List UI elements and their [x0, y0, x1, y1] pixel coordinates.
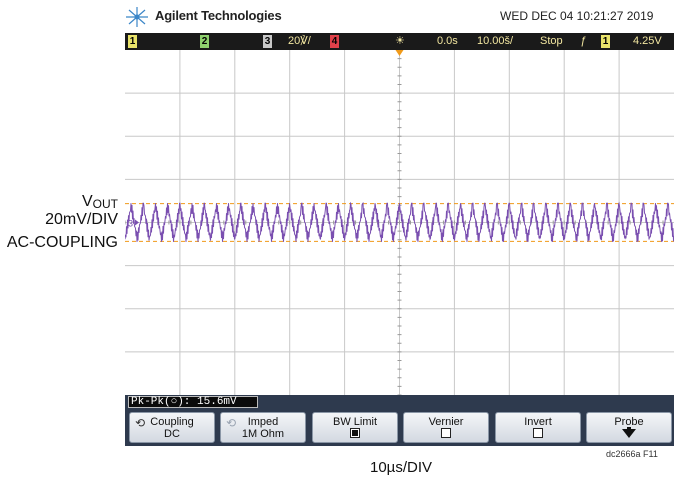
- trigger-channel-badge: 1: [601, 35, 610, 48]
- invert-checkbox[interactable]: [533, 428, 543, 438]
- invert-softkey-label: Invert: [524, 416, 552, 428]
- timebase-value: 10.00š/: [477, 35, 514, 47]
- delay-value: 0.0s: [437, 35, 458, 47]
- imped-softkey[interactable]: ⟲ Imped 1M Ohm: [220, 412, 306, 443]
- waveform-display: 3: [125, 50, 674, 395]
- probe-softkey-label: Probe: [614, 416, 644, 428]
- channel-1-badge[interactable]: 1: [128, 35, 137, 48]
- imped-softkey-label: Imped: [247, 416, 279, 428]
- invert-softkey[interactable]: Invert: [495, 412, 581, 443]
- run-state: Stop: [540, 35, 563, 47]
- delay-icon: ☀: [395, 35, 405, 47]
- probe-softkey[interactable]: Probe: [586, 412, 672, 443]
- imped-softkey-value: 1M Ohm: [241, 428, 285, 440]
- channel-2-badge[interactable]: 2: [200, 35, 209, 48]
- trigger-edge-icon: ƒ: [580, 35, 587, 47]
- measurement-bar: Pk-Pk(○): 15.6mV: [125, 395, 674, 409]
- trigger-level: 4.25V: [633, 35, 662, 47]
- vout-label: VOUT: [81, 193, 118, 211]
- bw-limit-checkbox[interactable]: [350, 428, 360, 438]
- agilent-spark-logo: [126, 7, 148, 27]
- channel-3-marker: 3: [128, 219, 133, 229]
- softkey-bar: ⟲ Coupling DC ⟲ Imped 1M Ohm BW Limit Ve…: [125, 409, 674, 446]
- submenu-arrow-icon: [622, 429, 636, 438]
- channel-3-marker-arrow: [135, 219, 139, 226]
- bw-limit-softkey[interactable]: BW Limit: [312, 412, 398, 443]
- trigger-position-marker: [395, 50, 404, 56]
- vernier-softkey-label: Vernier: [428, 416, 464, 428]
- rotary-knob-icon: ⟲: [135, 416, 146, 430]
- figure-id: dc2666a F11: [606, 449, 658, 459]
- brand-name: Agilent Technologies: [155, 8, 282, 23]
- bw-limit-softkey-label: BW Limit: [333, 416, 377, 428]
- status-bar: 1 2 3 20℣/ 4 ☀ 0.0s 10.00š/ Stop ƒ 1 4.2…: [125, 33, 674, 50]
- datetime: WED DEC 04 10:21:27 2019: [500, 9, 654, 23]
- coupling-softkey[interactable]: ⟲ Coupling DC: [129, 412, 215, 443]
- vout-trace: [125, 201, 674, 242]
- channel-3-scale: 20℣/: [288, 35, 311, 47]
- peak-to-peak-readout: Pk-Pk(○): 15.6mV: [128, 396, 258, 408]
- coupling-softkey-value: DC: [164, 428, 180, 440]
- coupling-label: AC-COUPLING: [6, 234, 118, 251]
- channel-3-badge[interactable]: 3: [263, 35, 272, 48]
- vernier-softkey[interactable]: Vernier: [403, 412, 489, 443]
- channel-4-badge[interactable]: 4: [330, 35, 339, 48]
- time-per-div-label: 10µs/DIV: [370, 459, 432, 476]
- volts-per-div-label: 20mV/DIV: [45, 211, 118, 228]
- vernier-checkbox[interactable]: [441, 428, 451, 438]
- coupling-softkey-label: Coupling: [150, 416, 194, 428]
- rotary-knob-icon: ⟲: [226, 416, 237, 430]
